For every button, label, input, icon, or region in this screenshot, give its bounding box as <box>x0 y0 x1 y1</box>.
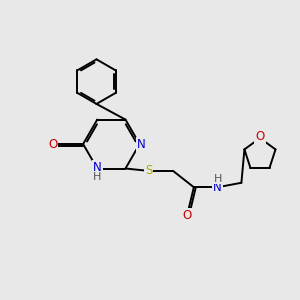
Text: N: N <box>137 138 146 151</box>
Text: O: O <box>48 138 57 151</box>
Text: O: O <box>255 130 265 143</box>
Text: N: N <box>213 181 222 194</box>
Text: N: N <box>93 160 102 173</box>
Text: O: O <box>182 209 192 222</box>
Text: S: S <box>145 164 152 177</box>
Text: H: H <box>213 174 222 184</box>
Text: H: H <box>93 172 101 182</box>
